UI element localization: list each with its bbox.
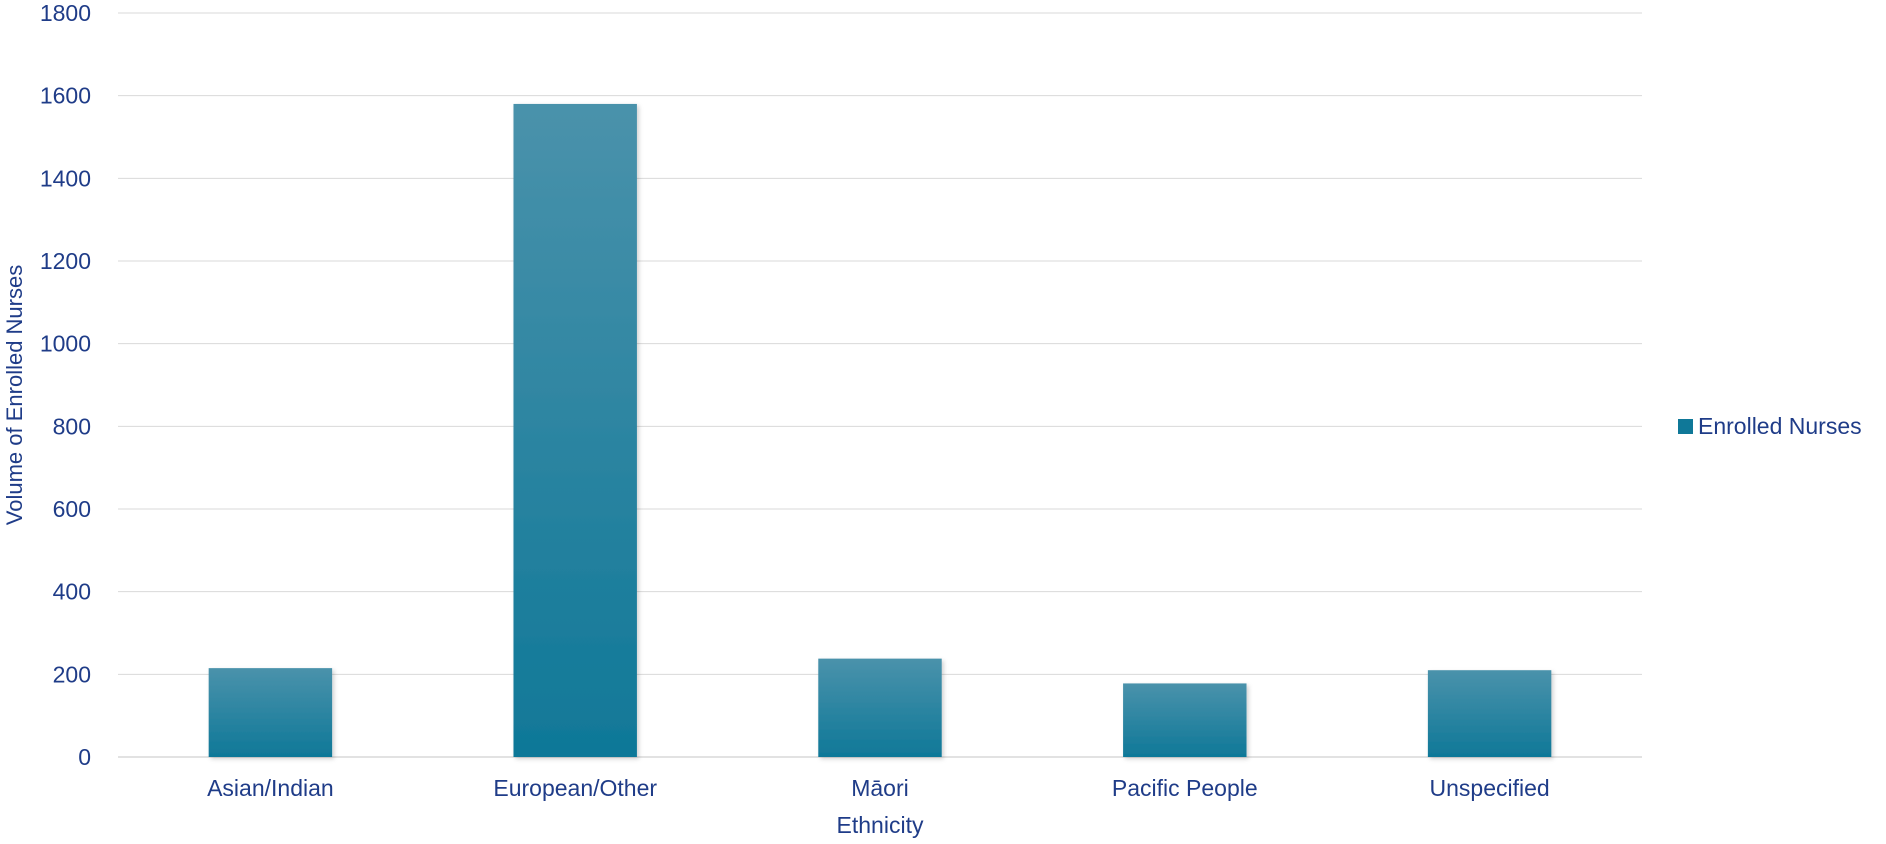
legend-swatch [1678, 419, 1693, 434]
y-tick-label: 800 [53, 413, 91, 439]
bar-unspecified [1427, 670, 1552, 757]
y-tick-label: 400 [53, 579, 91, 605]
legend: Enrolled Nurses [1678, 413, 1862, 439]
y-tick-label: 200 [53, 661, 91, 687]
x-tick-label: Unspecified [1430, 775, 1550, 801]
y-tick-label: 1200 [40, 248, 91, 274]
x-tick-label: Māori [851, 775, 909, 801]
y-axis-label: Volume of Enrolled Nurses [2, 265, 27, 525]
legend-label-enrolled-nurses: Enrolled Nurses [1698, 413, 1862, 439]
bar-european-other [513, 103, 637, 757]
y-tick-label: 600 [53, 496, 91, 522]
y-tick-label: 1000 [40, 331, 91, 357]
x-axis-label: Ethnicity [837, 812, 924, 838]
bar-pacific-people [1123, 683, 1247, 757]
y-axis-tick-labels: 0 200 400 600 800 1000 1200 1400 1600 1800 [40, 0, 91, 770]
x-tick-label: Asian/Indian [207, 775, 334, 801]
gridlines [118, 12, 1642, 758]
y-tick-label: 1800 [40, 0, 91, 26]
x-axis-tick-labels: Asian/Indian European/Other Māori Pacific P… [207, 775, 1550, 801]
x-tick-label: Pacific People [1112, 775, 1258, 801]
y-tick-label: 1400 [40, 165, 91, 191]
bars [208, 103, 1552, 757]
bar-asian-indian [208, 668, 333, 757]
y-tick-label: 1600 [40, 83, 91, 109]
bar-m-ori [818, 658, 942, 757]
y-tick-label: 0 [78, 744, 91, 770]
x-tick-label: European/Other [493, 775, 657, 801]
